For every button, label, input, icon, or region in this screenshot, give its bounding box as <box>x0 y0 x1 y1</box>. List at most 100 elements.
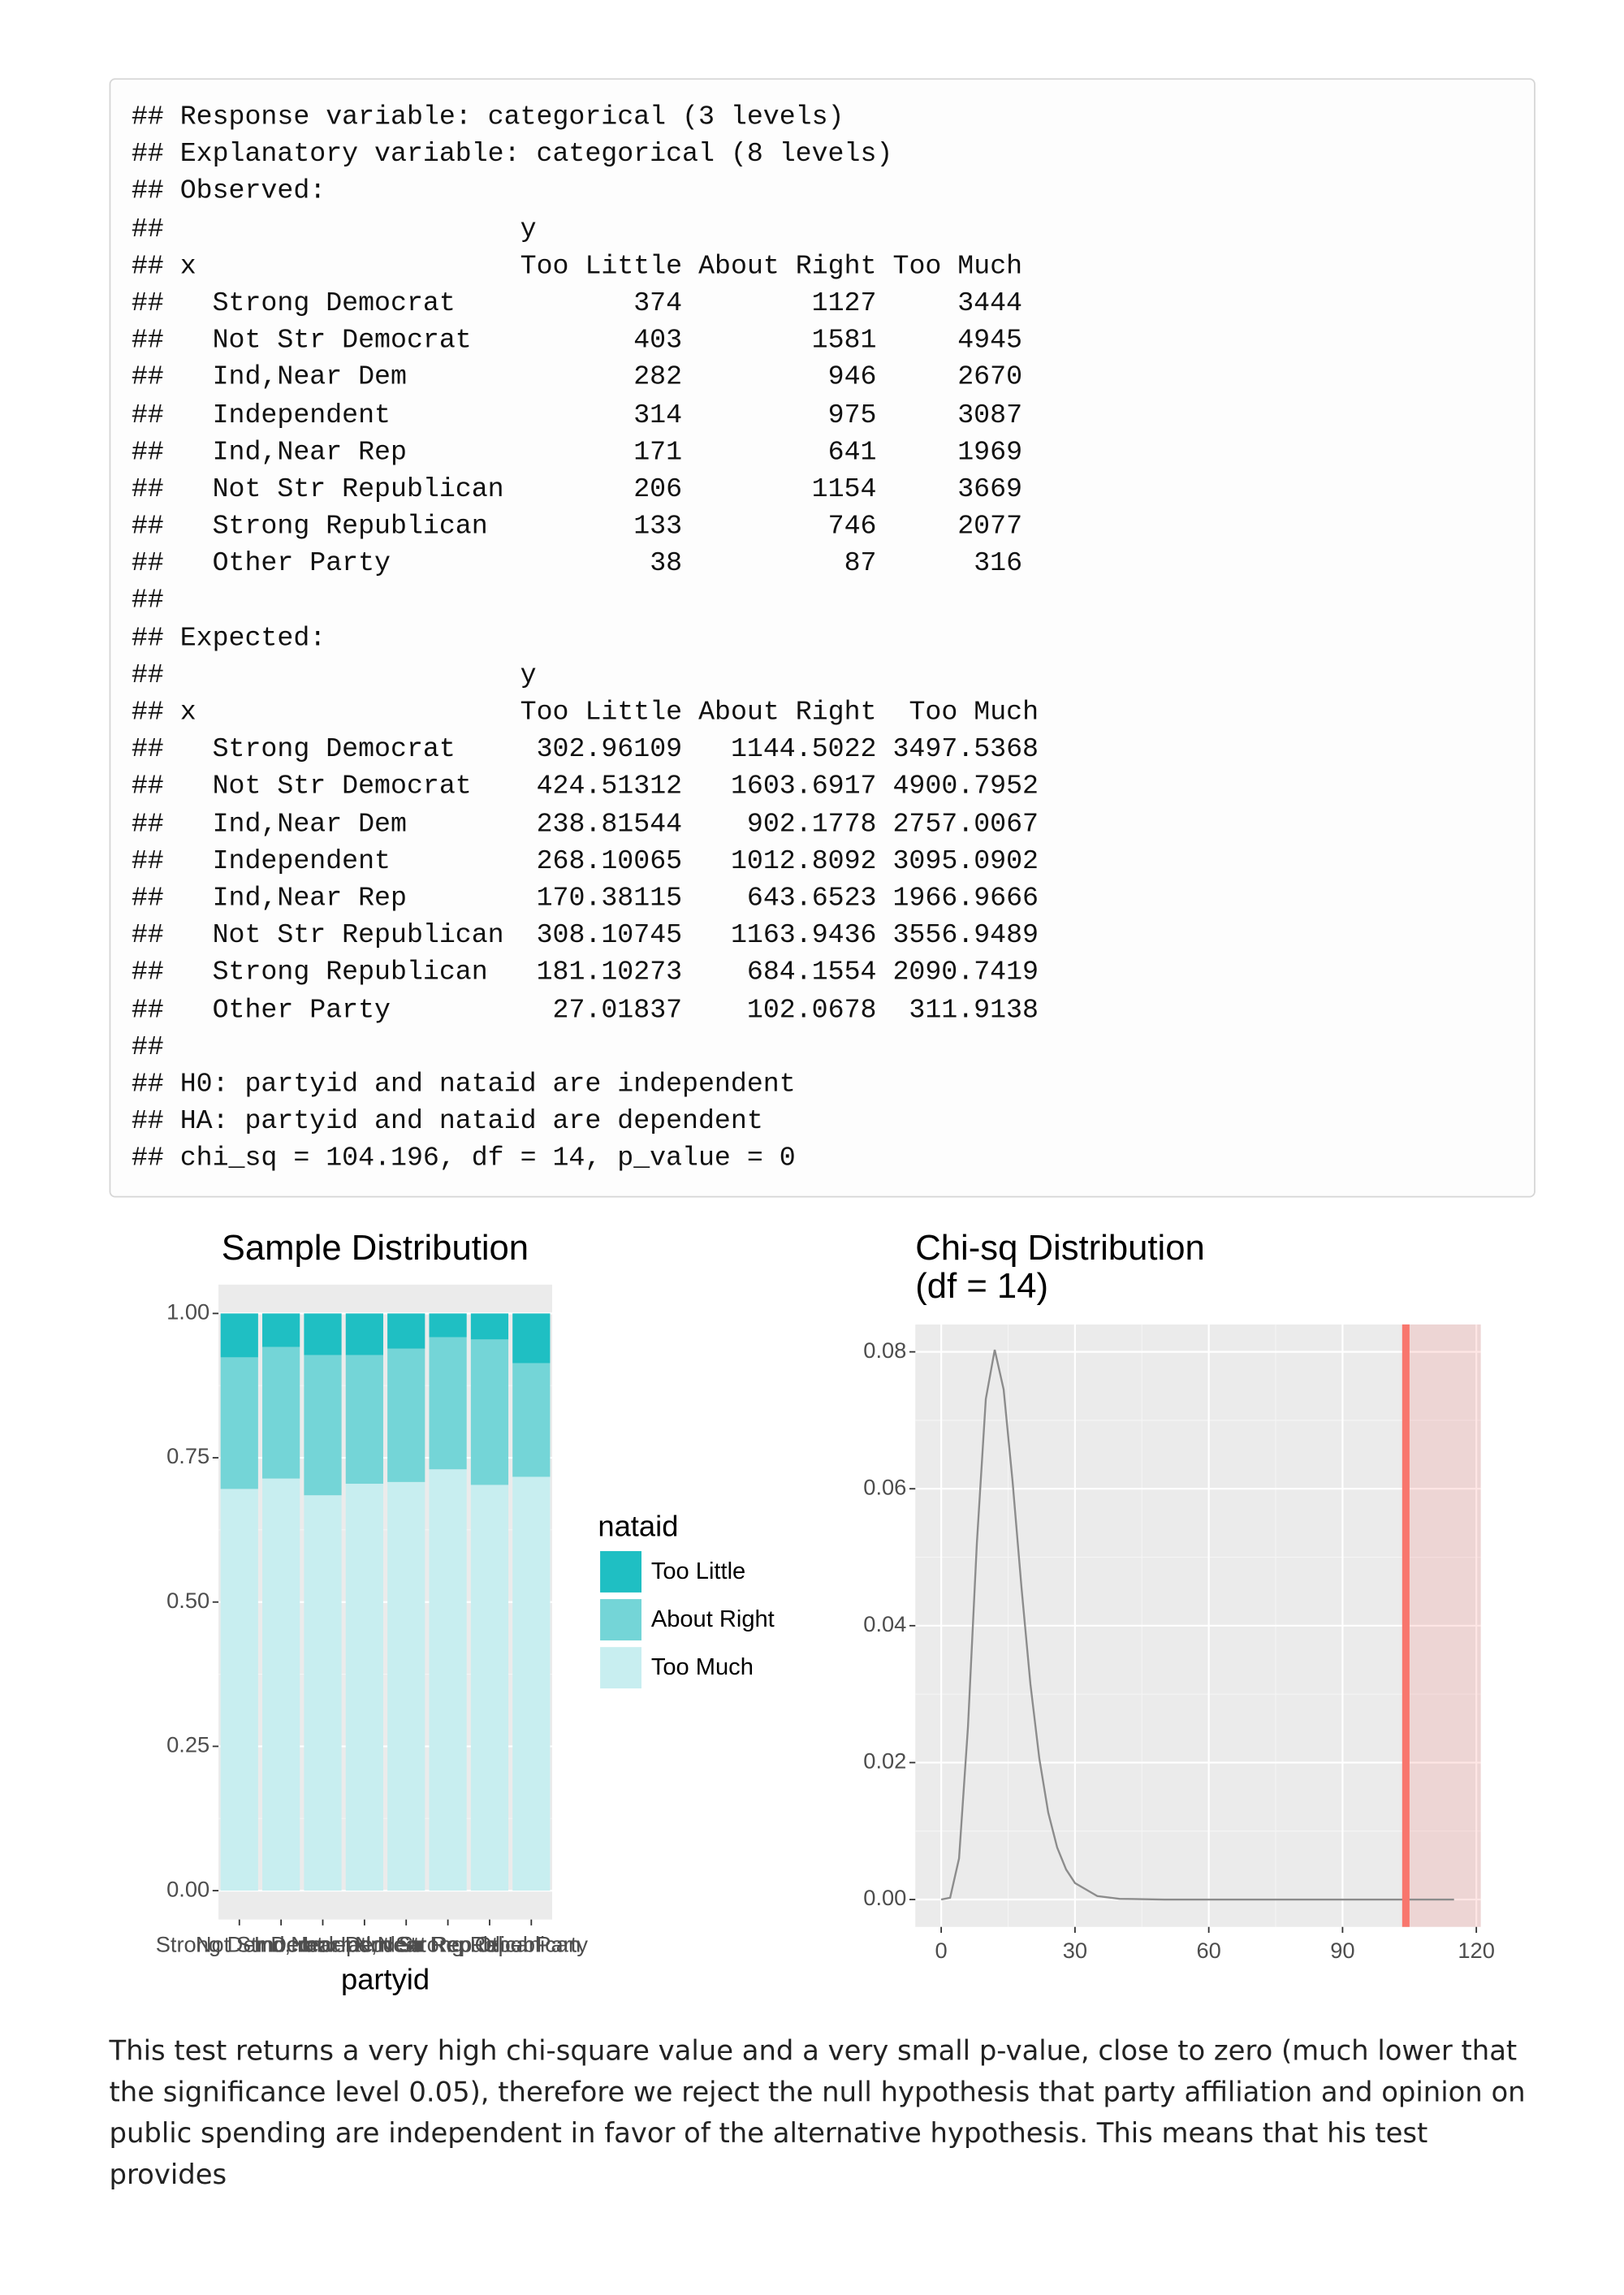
comment-prefix: ## <box>131 140 164 171</box>
code-line: ## Independent 314 975 3087 <box>132 398 1514 435</box>
comment-prefix: ## <box>131 252 164 282</box>
column-header: Too Little <box>520 698 683 728</box>
code-line: ## Strong Democrat 302.96109 1144.5022 3… <box>132 733 1514 770</box>
bar-segment <box>345 1313 383 1355</box>
comment-prefix: ## <box>131 363 164 394</box>
bar-segment <box>512 1476 551 1891</box>
bar-segment <box>220 1357 258 1489</box>
code-line: ## Response variable: categorical (3 lev… <box>132 101 1514 138</box>
row-label: Ind,Near Rep <box>212 438 407 468</box>
table-cell: 1603.6917 <box>730 772 877 802</box>
row-label: Independent <box>212 400 391 430</box>
table-cell: 641 <box>827 438 877 468</box>
table-cell: 206 <box>633 475 683 505</box>
table-cell: 268.10065 <box>536 847 683 877</box>
bar-segment <box>387 1313 425 1349</box>
chart-title: Sample Distribution <box>221 1228 529 1269</box>
table-cell: 746 <box>827 512 877 542</box>
table-cell: 643.6523 <box>746 884 877 914</box>
bar-segment <box>262 1346 300 1479</box>
table-cell: 4945 <box>957 326 1023 357</box>
table-cell: 87 <box>844 549 877 580</box>
code-text: Response variable: categorical (3 levels… <box>179 103 844 133</box>
legend-key <box>598 1549 643 1594</box>
table-cell: 1154 <box>811 475 877 505</box>
code-line: ## Not Str Republican 308.10745 1163.943… <box>132 918 1514 956</box>
code-line: ## y <box>132 659 1514 696</box>
comment-prefix: ## <box>131 326 164 357</box>
row-label: Ind,Near Rep <box>212 884 407 914</box>
chart-title: Chi-sq Distribution (df = 14) <box>915 1228 1205 1307</box>
bar-segment <box>304 1355 342 1496</box>
table-cell: 1144.5022 <box>730 735 877 766</box>
bar-segment <box>470 1485 509 1891</box>
code-line: ## Ind,Near Dem 282 946 2670 <box>132 361 1514 398</box>
comment-prefix: ## <box>131 1070 164 1100</box>
code-line: ## Ind,Near Rep 171 641 1969 <box>132 435 1514 473</box>
x-tick-label: 90 <box>1330 1938 1354 1963</box>
table-cell: 2670 <box>957 363 1023 394</box>
code-line: ## Ind,Near Dem 238.81544 902.1778 2757.… <box>132 807 1514 845</box>
row-label: Not Str Republican <box>212 921 504 952</box>
legend-label: About Right <box>651 1606 775 1632</box>
bar-segment <box>345 1484 383 1891</box>
table-cell: 170.38115 <box>536 884 683 914</box>
bar-segment <box>262 1313 300 1347</box>
bar-segment <box>429 1337 467 1470</box>
table-cell: 1127 <box>811 289 877 319</box>
code-line: ## y <box>132 212 1514 249</box>
legend-label: Too Much <box>651 1654 754 1680</box>
table-cell: 308.10745 <box>536 921 683 952</box>
column-header: Too Much <box>909 698 1039 728</box>
row-label: Not Str Democrat <box>212 326 472 357</box>
table-cell: 946 <box>827 363 877 394</box>
code-line: ## Not Str Democrat 424.51312 1603.6917 … <box>132 770 1514 807</box>
comment-prefix: ## <box>131 549 164 580</box>
comment-prefix: ## <box>131 103 164 133</box>
table-cell: 975 <box>827 400 877 430</box>
x-tick-label: Independent <box>303 1932 426 1957</box>
table-cell: 314 <box>633 400 683 430</box>
x-tick-label: 0 <box>935 1938 948 1963</box>
column-header: Too Much <box>892 252 1023 282</box>
comment-prefix: ## <box>131 735 164 766</box>
code-line: ## Explanatory variable: categorical (8 … <box>132 137 1514 175</box>
column-variable: y <box>520 214 537 245</box>
table-cell: 2077 <box>957 512 1023 542</box>
bar-segment <box>304 1313 342 1355</box>
comment-prefix: ## <box>131 810 164 840</box>
code-line: ## Not Str Republican 206 1154 3669 <box>132 473 1514 510</box>
comment-prefix: ## <box>131 847 164 877</box>
comment-prefix: ## <box>131 289 164 319</box>
table-cell: 3444 <box>957 289 1023 319</box>
x-tick-label: Not Str Democrat <box>196 1932 367 1957</box>
comment-prefix: ## <box>131 1144 164 1174</box>
table-cell: 3669 <box>957 475 1023 505</box>
row-label: Ind,Near Dem <box>212 363 407 394</box>
x-tick-label: 30 <box>1063 1938 1087 1963</box>
row-label: Strong Democrat <box>212 735 456 766</box>
table-cell: 3095.0902 <box>892 847 1039 877</box>
table-title: Observed: <box>179 177 326 208</box>
table-cell: 684.1554 <box>746 958 877 988</box>
y-tick-label: 1.00 <box>166 1299 209 1325</box>
code-line: ## Strong Democrat 374 1127 3444 <box>132 287 1514 324</box>
bar-segment <box>220 1489 258 1891</box>
table-cell: 316 <box>974 549 1023 580</box>
comment-prefix: ## <box>131 400 164 430</box>
legend-key <box>598 1645 643 1690</box>
legend-key <box>598 1597 643 1642</box>
row-label: Ind,Near Dem <box>212 810 407 840</box>
bar-segment <box>345 1355 383 1485</box>
y-tick-label: 0.08 <box>863 1338 906 1363</box>
bar-segment <box>387 1348 425 1482</box>
table-cell: 1969 <box>957 438 1023 468</box>
x-tick-label: 120 <box>1458 1938 1495 1963</box>
y-tick-label: 0.04 <box>863 1611 906 1636</box>
bar-segment <box>429 1313 467 1338</box>
legend-label: Too Little <box>651 1558 745 1584</box>
bar-segment <box>387 1481 425 1891</box>
code-line: ## x Too Little About Right Too Much <box>132 249 1514 287</box>
